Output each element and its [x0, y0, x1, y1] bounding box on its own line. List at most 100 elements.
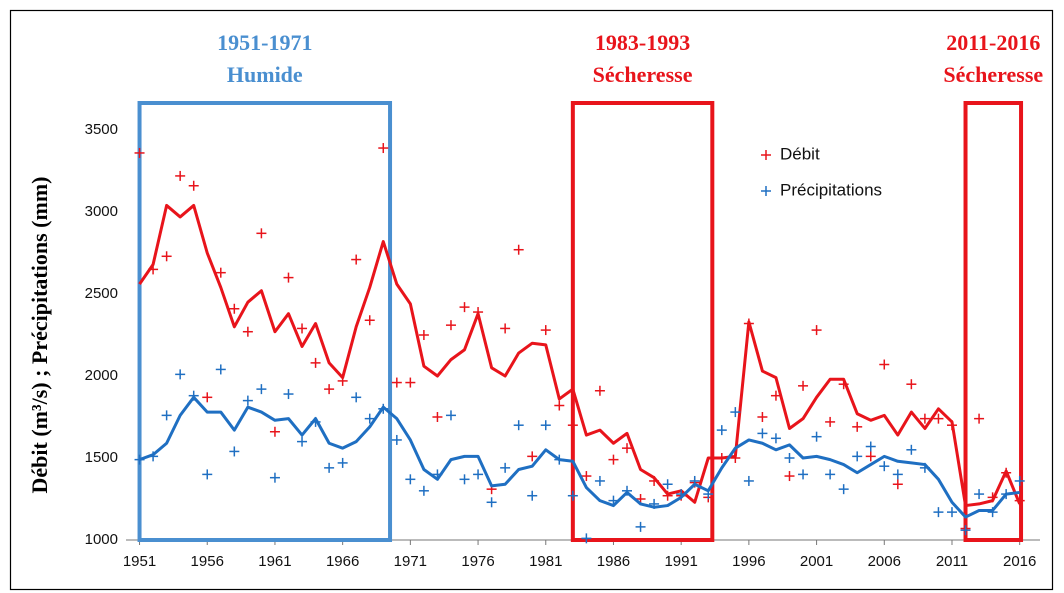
x-tick-label: 1996: [732, 553, 765, 570]
point: [865, 441, 876, 452]
point: [351, 392, 362, 403]
point: [757, 412, 768, 422]
point: [418, 485, 429, 496]
point: [1014, 495, 1025, 506]
x-tick-label: 2001: [800, 553, 833, 570]
point: [906, 379, 917, 390]
point: [175, 170, 186, 181]
point: [269, 472, 280, 483]
point: [743, 318, 754, 329]
period-box: [963, 101, 1024, 542]
point: [892, 479, 903, 490]
x-tick-label: 1961: [258, 553, 291, 570]
point: [892, 469, 903, 480]
point: [283, 389, 294, 400]
point: [148, 264, 159, 275]
point: [378, 403, 389, 414]
period-label: 1951-1971: [217, 30, 312, 55]
point: [743, 475, 754, 486]
point: [879, 461, 890, 472]
point: [215, 267, 226, 278]
point: [933, 507, 944, 518]
point: [730, 453, 741, 463]
point: [906, 444, 917, 455]
point: [134, 454, 145, 465]
point: [378, 143, 389, 154]
point: [229, 303, 240, 314]
point: [689, 475, 700, 486]
point: [960, 525, 971, 536]
point: [297, 323, 308, 334]
point: [554, 400, 565, 411]
point: [703, 489, 714, 500]
point: [594, 385, 605, 396]
legend-marker: [761, 150, 771, 160]
point: [662, 490, 673, 501]
y-tick-label: 3500: [85, 121, 118, 138]
point: [798, 380, 809, 391]
point: [852, 421, 863, 432]
point: [974, 489, 985, 500]
point: [283, 272, 294, 283]
point: [716, 425, 727, 436]
point: [622, 443, 633, 454]
point: [473, 469, 484, 480]
point: [974, 413, 985, 424]
point: [324, 462, 335, 473]
point: [242, 326, 253, 337]
point: [987, 507, 998, 518]
point: [473, 307, 484, 318]
frame: [9, 9, 1054, 591]
point: [513, 420, 524, 431]
point: [798, 469, 809, 480]
point: [662, 479, 673, 490]
point: [852, 451, 863, 462]
point: [445, 320, 456, 331]
point: [175, 369, 186, 380]
point: [608, 495, 619, 506]
period-sublabel: Humide: [227, 62, 303, 87]
point: [459, 302, 470, 313]
x-tick-label: 1981: [529, 553, 562, 570]
point: [188, 390, 199, 401]
point: [148, 451, 159, 462]
point: [919, 413, 930, 424]
y-axis-label: Débit (m³/s) ; Précipitations (mm): [27, 177, 52, 494]
x-tick-label: 1956: [191, 553, 224, 570]
period-box: [570, 101, 715, 542]
point: [784, 453, 795, 463]
point: [554, 454, 565, 465]
x-tick-label: 2011: [936, 553, 968, 570]
point: [811, 325, 822, 336]
point: [649, 498, 660, 509]
legend-marker: [761, 186, 771, 196]
point: [716, 453, 727, 463]
point: [608, 454, 619, 465]
point: [418, 330, 429, 340]
y-tick-label: 2500: [85, 285, 118, 302]
point: [784, 471, 795, 482]
period-sublabel: Sécheresse: [593, 62, 693, 87]
point: [310, 416, 321, 427]
period-sublabel: Sécheresse: [943, 62, 1043, 87]
point: [838, 484, 849, 495]
point: [649, 475, 660, 486]
point: [269, 426, 280, 437]
x-tick-label: 2016: [1003, 553, 1036, 570]
point: [770, 433, 781, 444]
point: [581, 533, 592, 544]
x-tick-label: 1971: [394, 553, 427, 570]
trend-line: [138, 203, 1022, 508]
point: [161, 410, 172, 421]
point: [215, 364, 226, 375]
point: [337, 457, 348, 468]
point: [540, 420, 551, 431]
point: [202, 392, 213, 403]
point: [391, 434, 402, 445]
point: [188, 180, 199, 191]
point: [567, 490, 578, 501]
point: [432, 469, 443, 480]
point: [581, 471, 592, 482]
point: [946, 507, 957, 518]
point: [622, 485, 633, 496]
